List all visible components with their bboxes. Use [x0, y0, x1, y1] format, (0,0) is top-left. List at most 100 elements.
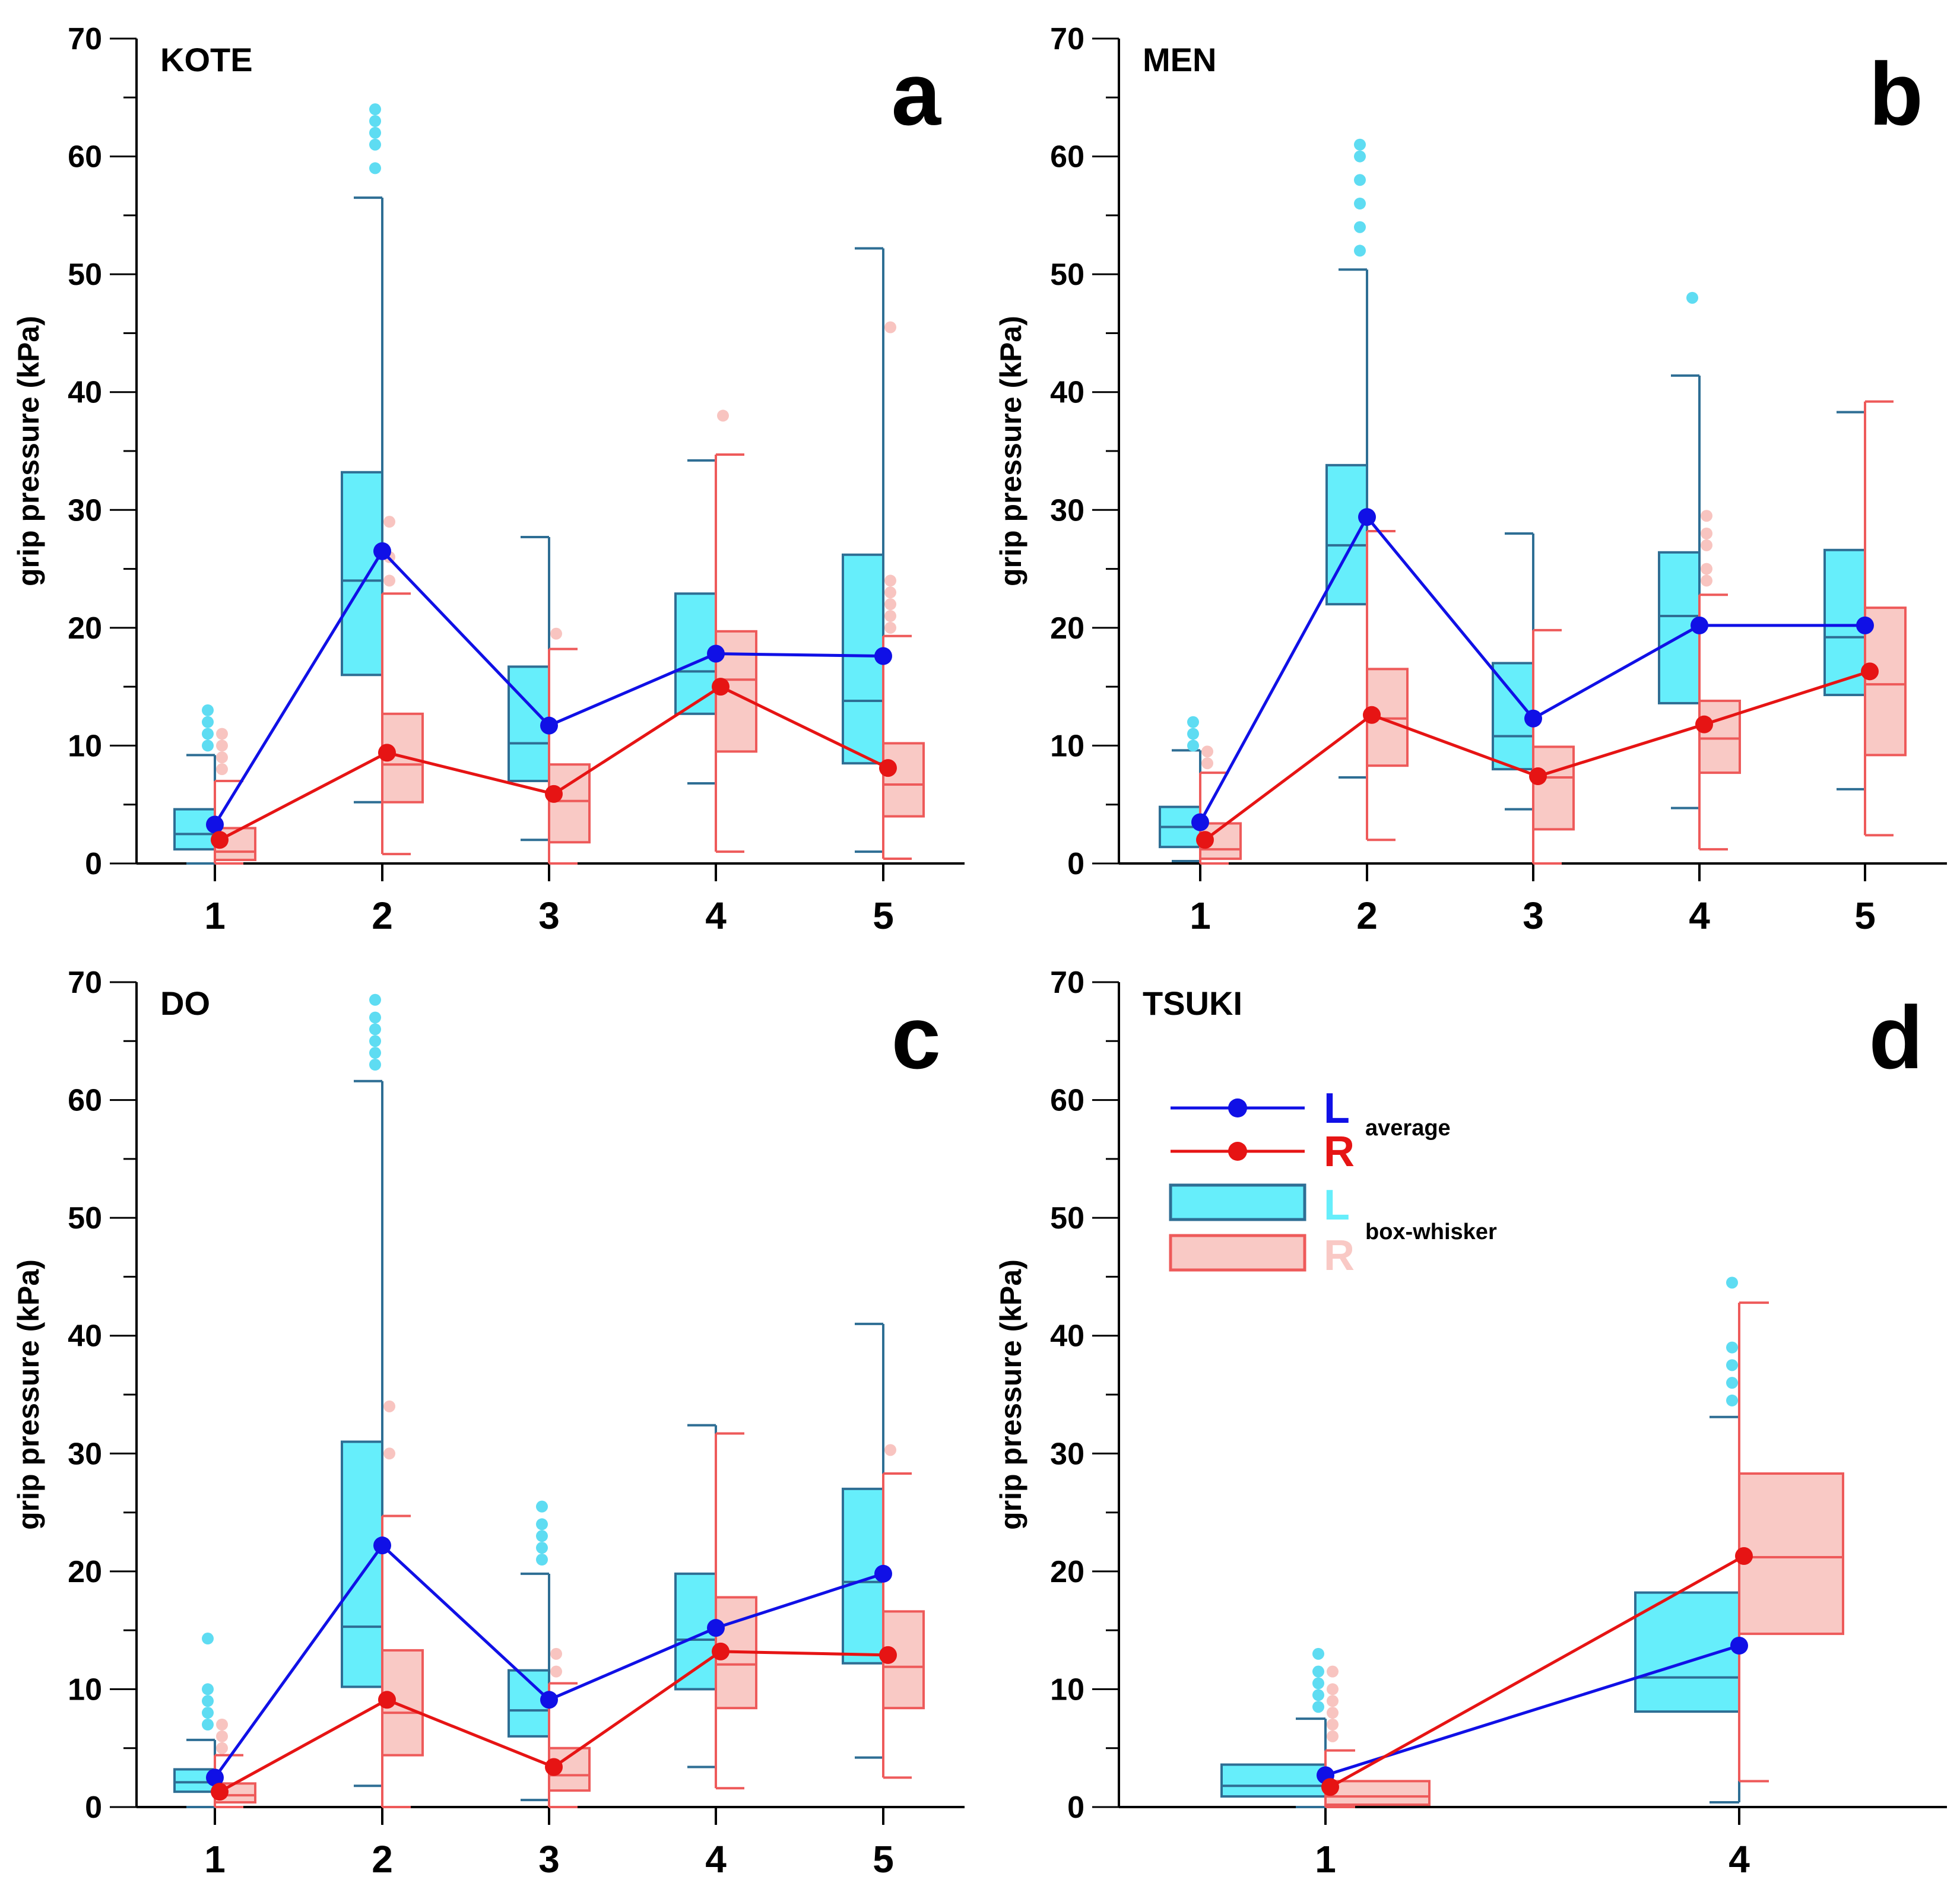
r-average-point	[378, 744, 396, 762]
y-tick-label: 70	[68, 966, 102, 1000]
legend-box-caption: box-whisker	[1365, 1220, 1497, 1244]
l-average-line	[1325, 1644, 1740, 1777]
l-average-point	[373, 542, 391, 560]
panel-b: 0 10 20 30 40 50 60 70 grip pressure (kPa) 1 2 3 4 5 M…	[994, 22, 1947, 937]
r-average-point	[1529, 767, 1547, 786]
l-box	[341, 471, 383, 677]
l-outlier	[369, 162, 381, 174]
l-outlier	[369, 1059, 381, 1071]
r-outlier	[1201, 757, 1213, 770]
panel-d: 0 10 20 30 40 50 60 70 grip pressure (kPa) 1 4 TSUK…	[994, 966, 1947, 1881]
y-tick-label: 60	[68, 1084, 102, 1118]
legend-r-average-marker	[1228, 1142, 1247, 1161]
r-average-point	[712, 1642, 730, 1660]
r-outlier	[1701, 510, 1712, 522]
l-outlier	[202, 739, 214, 752]
y-tick-label: 40	[68, 376, 102, 410]
y-tick-label: 50	[68, 1201, 102, 1236]
l-outlier	[1726, 1277, 1738, 1289]
r-outlier	[216, 739, 228, 752]
y-tick-label: 0	[85, 1790, 102, 1825]
y-tick-label: 0	[1067, 1790, 1084, 1825]
panel-letter: b	[1869, 44, 1923, 144]
y-tick-label: 20	[1050, 1555, 1084, 1589]
x-tick-label: 2	[1356, 894, 1378, 937]
l-outlier	[202, 1633, 214, 1645]
r-average-point	[211, 831, 229, 849]
l-average-point	[1358, 508, 1376, 526]
x-tick-label: 4	[705, 894, 727, 937]
l-average-point	[206, 1768, 224, 1787]
r-average-point	[1861, 662, 1879, 681]
r-outlier	[1201, 745, 1213, 758]
y-tick-label: 50	[68, 258, 102, 292]
r-outlier	[216, 1730, 228, 1742]
l-outlier	[1312, 1665, 1324, 1678]
r-average-point	[879, 1646, 897, 1664]
y-tick-label: 10	[68, 1672, 102, 1707]
r-average-point	[545, 785, 563, 803]
y-tick-label: 50	[1050, 1201, 1084, 1236]
l-outlier	[536, 1500, 548, 1513]
r-average-point	[211, 1783, 229, 1801]
x-tick-label: 4	[1689, 894, 1710, 937]
r-box	[1532, 745, 1575, 831]
legend-l-box-swatch	[1169, 1183, 1306, 1221]
l-outlier	[1187, 728, 1199, 740]
panel-a: 0 10 20 30 40 50 60 70 grip pressure (kPa) 1 2 3 4 5 K…	[12, 22, 965, 937]
r-outlier	[1701, 539, 1712, 551]
x-tick-label: 3	[538, 1838, 560, 1881]
y-axis-label: grip pressure (kPa)	[12, 316, 45, 586]
l-average-point	[206, 815, 224, 834]
r-average-point	[378, 1691, 396, 1709]
l-box	[1220, 1763, 1327, 1798]
panel-title: TSUKI	[1143, 985, 1242, 1022]
l-outlier	[1686, 291, 1698, 304]
r-outlier	[884, 598, 896, 611]
r-average-point	[1695, 715, 1713, 734]
l-outlier	[369, 103, 381, 116]
l-outlier	[1354, 221, 1366, 233]
y-tick-label: 40	[1050, 376, 1084, 410]
l-outlier	[202, 1707, 214, 1719]
l-average-point	[1856, 616, 1874, 634]
panel-title: KOTE	[160, 41, 253, 78]
legend-r-box-label: R	[1324, 1232, 1355, 1279]
l-outlier	[1726, 1394, 1738, 1406]
l-outlier	[536, 1554, 548, 1566]
y-tick-label: 30	[68, 493, 102, 528]
l-box	[1634, 1591, 1740, 1713]
l-average-point	[540, 1691, 558, 1709]
l-outlier	[369, 126, 381, 139]
r-box	[1738, 1472, 1844, 1636]
l-average-point	[874, 647, 892, 665]
l-box	[341, 1440, 383, 1688]
r-outlier	[884, 621, 896, 634]
r-outlier	[1701, 528, 1712, 539]
y-tick-label: 30	[1050, 493, 1084, 528]
l-average-point	[707, 644, 725, 663]
legend-average-caption: average	[1365, 1116, 1451, 1141]
y-tick-label: 50	[1050, 258, 1084, 292]
panel-letter: d	[1869, 987, 1923, 1087]
l-average-point	[1730, 1636, 1748, 1655]
l-outlier	[202, 728, 214, 740]
l-outlier	[1726, 1341, 1738, 1354]
r-outlier	[216, 1719, 228, 1730]
l-outlier	[369, 138, 381, 151]
l-outlier	[1312, 1647, 1324, 1660]
x-tick-label: 2	[372, 1838, 393, 1881]
r-outlier	[1701, 563, 1712, 575]
r-box	[1864, 607, 1907, 757]
r-outlier	[1327, 1730, 1339, 1742]
l-average-point	[540, 716, 558, 735]
l-outlier	[1312, 1701, 1324, 1713]
l-average-point	[707, 1619, 725, 1637]
l-outlier	[369, 1047, 381, 1059]
r-outlier	[717, 409, 729, 422]
y-axis-label: grip pressure (kPa)	[994, 1259, 1027, 1530]
r-box	[1324, 1780, 1431, 1806]
x-tick-label: 1	[204, 1838, 226, 1881]
l-outlier	[202, 1683, 214, 1695]
